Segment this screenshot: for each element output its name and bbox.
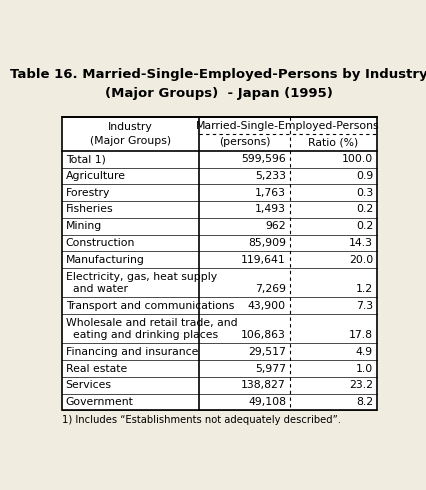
Text: 14.3: 14.3 (348, 238, 372, 248)
Text: Financing and insurance: Financing and insurance (66, 347, 198, 357)
Text: 7,269: 7,269 (254, 284, 285, 294)
Text: 4.9: 4.9 (355, 347, 372, 357)
Text: 1.2: 1.2 (355, 284, 372, 294)
Text: Ratio (%): Ratio (%) (308, 137, 358, 147)
Text: Wholesale and retail trade, and
  eating and drinking places: Wholesale and retail trade, and eating a… (66, 318, 237, 340)
Text: Table 16. Married-Single-Employed-Persons by Industry: Table 16. Married-Single-Employed-Person… (10, 68, 426, 81)
Text: 43,900: 43,900 (248, 301, 285, 311)
Text: 5,233: 5,233 (254, 171, 285, 181)
Text: Fisheries: Fisheries (66, 204, 113, 215)
Text: Married-Single-Employed-Persons: Married-Single-Employed-Persons (196, 121, 379, 131)
Text: 1,763: 1,763 (254, 188, 285, 197)
Text: 119,641: 119,641 (241, 255, 285, 265)
Text: 1,493: 1,493 (254, 204, 285, 215)
Text: 8.2: 8.2 (355, 397, 372, 407)
Text: (Major Groups)  - Japan (1995): (Major Groups) - Japan (1995) (105, 87, 332, 100)
Text: 0.2: 0.2 (355, 204, 372, 215)
Text: Services: Services (66, 380, 111, 391)
Text: 962: 962 (265, 221, 285, 231)
Text: 0.3: 0.3 (355, 188, 372, 197)
Text: (persons): (persons) (218, 137, 270, 147)
Text: Government: Government (66, 397, 133, 407)
Text: 29,517: 29,517 (248, 347, 285, 357)
Text: Real estate: Real estate (66, 364, 127, 373)
Text: Electricity, gas, heat supply
  and water: Electricity, gas, heat supply and water (66, 271, 216, 294)
Text: 100.0: 100.0 (341, 154, 372, 164)
Text: 5,977: 5,977 (254, 364, 285, 373)
Text: Construction: Construction (66, 238, 135, 248)
Text: Transport and communications: Transport and communications (66, 301, 233, 311)
Text: 7.3: 7.3 (355, 301, 372, 311)
Text: 23.2: 23.2 (348, 380, 372, 391)
Text: 0.9: 0.9 (355, 171, 372, 181)
Text: 0.2: 0.2 (355, 221, 372, 231)
Text: 85,909: 85,909 (248, 238, 285, 248)
Text: 138,827: 138,827 (241, 380, 285, 391)
Text: Manufacturing: Manufacturing (66, 255, 144, 265)
Text: Forestry: Forestry (66, 188, 110, 197)
Text: Total 1): Total 1) (66, 154, 105, 164)
Text: 1.0: 1.0 (355, 364, 372, 373)
Text: 49,108: 49,108 (248, 397, 285, 407)
Text: 599,596: 599,596 (241, 154, 285, 164)
Text: 17.8: 17.8 (348, 330, 372, 340)
Text: Agriculture: Agriculture (66, 171, 125, 181)
Text: Mining: Mining (66, 221, 102, 231)
Text: 106,863: 106,863 (241, 330, 285, 340)
Bar (61, 117, 376, 411)
Text: 1) Includes “Establishments not adequately described”.: 1) Includes “Establishments not adequate… (61, 415, 340, 425)
Text: Industry
(Major Groups): Industry (Major Groups) (89, 122, 170, 146)
Text: 20.0: 20.0 (348, 255, 372, 265)
